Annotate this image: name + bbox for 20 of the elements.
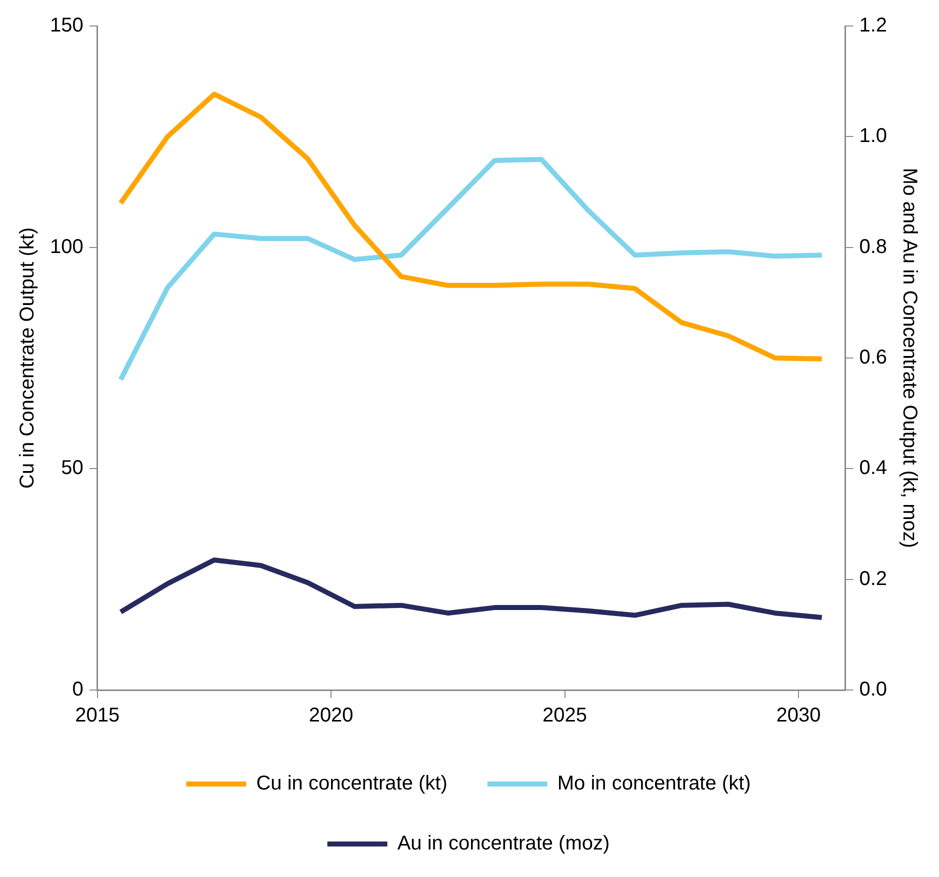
legend-label: Cu in concentrate (kt) [256,772,448,795]
y2-tick-label: 0.4 [859,457,888,480]
x-tick-label: 2015 [75,704,120,727]
y2-tick-label: 0.2 [859,568,888,590]
y-tick-label: 100 [50,236,84,258]
x-tick-label: 2025 [542,704,588,727]
legend-label: Mo in concentrate (kt) [557,772,751,795]
legend-label: Au in concentrate (moz) [397,832,610,855]
y-tick-label: 50 [61,457,84,480]
y2-tick-label: 0.8 [859,236,888,258]
y2-tick-label: 1.2 [859,14,888,37]
y2-tick-label: 0.6 [859,346,888,369]
y2-tick-label: 1.0 [859,125,888,148]
y2-axis-title: Mo and Au in Concentrate Output (kt, moz) [898,168,920,548]
x-tick-label: 2020 [308,704,354,727]
y-tick-label: 150 [50,14,84,37]
y-tick-label: 0 [72,678,84,701]
y2-tick-label: 0.0 [859,678,888,701]
x-tick-label: 2030 [776,704,821,727]
y-axis-title: Cu in Concentrate Output (kt) [16,227,39,489]
